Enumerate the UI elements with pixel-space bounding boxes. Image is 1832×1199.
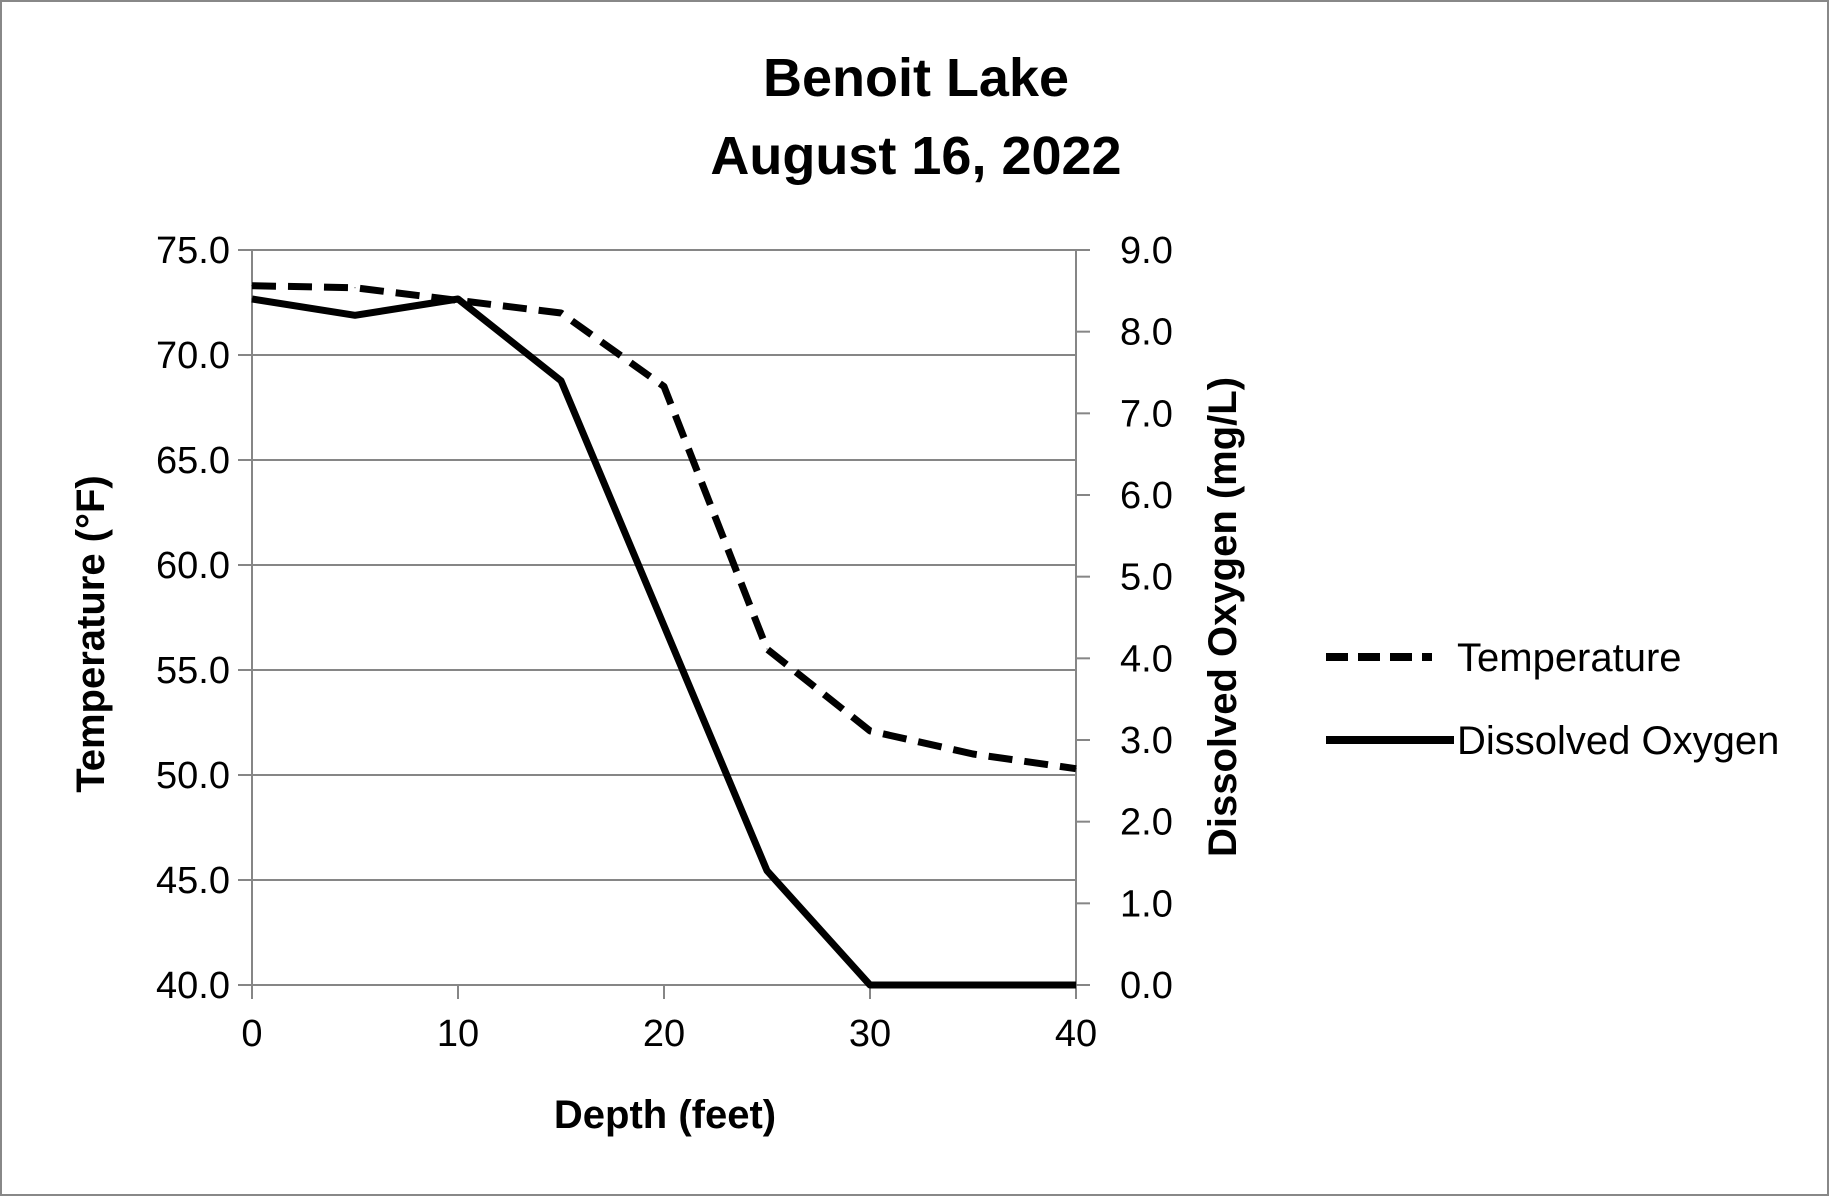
data-point-temperature-1 [354, 287, 356, 289]
chart-title-line-1: Benoit Lake [763, 48, 1069, 108]
y-left-tick-label-1: 45.0 [156, 860, 230, 902]
y-right-tick-label-6: 6.0 [1120, 475, 1173, 517]
gridlines [252, 249, 1076, 881]
x-tick-label-2: 20 [643, 1013, 685, 1055]
y-right-tick-label-4: 4.0 [1120, 638, 1173, 680]
y-axis-title-right: Dissolved Oxygen (mg/L) [1201, 377, 1245, 857]
x-tick-label-0: 0 [241, 1013, 262, 1055]
data-point-dissolved-oxygen-4 [663, 625, 665, 627]
series-lines [251, 282, 1077, 989]
data-point-dissolved-oxygen-5 [766, 870, 768, 872]
y-right-tick-label-8: 8.0 [1120, 312, 1173, 354]
data-point-dissolved-oxygen-1 [354, 314, 356, 316]
y-right-tick-label-5: 5.0 [1120, 557, 1173, 599]
data-point-dissolved-oxygen-3 [560, 380, 562, 382]
x-tick-label-1: 10 [437, 1013, 479, 1055]
y-left-tick-label-0: 40.0 [156, 965, 230, 1007]
legend-label-dissolved-oxygen: Dissolved Oxygen [1457, 719, 1779, 763]
data-point-dissolved-oxygen-0 [251, 298, 253, 300]
data-point-temperature-4 [663, 386, 665, 387]
tick-labels: 40.0 45.0 50.0 55.0 60.0 65.0 70.0 75.0 0.0 1.0 2.… [156, 230, 1173, 1055]
data-point-dissolved-oxygen-2 [457, 298, 459, 300]
x-tick-label-3: 30 [849, 1013, 891, 1055]
series-line-dissolved-oxygen [251, 295, 1076, 989]
y-left-tick-label-3: 55.0 [156, 650, 230, 692]
y-right-tick-label-2: 2.0 [1120, 802, 1173, 844]
data-point-dissolved-oxygen-8 [1075, 984, 1077, 986]
legend: Temperature Dissolved Oxygen [1326, 636, 1779, 763]
series-line-temperature [251, 282, 1077, 773]
y-left-tick-label-5: 65.0 [156, 440, 230, 482]
data-point-temperature-8 [1075, 768, 1077, 770]
legend-label-temperature: Temperature [1457, 636, 1682, 680]
data-point-temperature-0 [251, 285, 253, 287]
y-right-tick-label-0: 0.0 [1120, 965, 1173, 1007]
x-axis-title: Depth (feet) [554, 1093, 776, 1137]
x-tick-label-4: 40 [1055, 1013, 1097, 1055]
y-right-tick-label-3: 3.0 [1120, 720, 1173, 762]
chart-title-line-2: August 16, 2022 [710, 126, 1121, 186]
y-axis-title-left: Temperature (°F) [69, 475, 113, 793]
y-left-tick-label-7: 75.0 [156, 230, 230, 272]
data-point-dissolved-oxygen-6 [869, 984, 871, 986]
data-point-temperature-6 [869, 730, 871, 732]
y-left-tick-label-6: 70.0 [156, 335, 230, 377]
y-left-tick-label-2: 50.0 [156, 755, 230, 797]
data-point-temperature-5 [766, 648, 768, 650]
data-point-dissolved-oxygen-7 [972, 984, 974, 986]
y-left-tick-label-4: 60.0 [156, 545, 230, 587]
data-point-temperature-3 [560, 312, 562, 314]
y-right-tick-label-1: 1.0 [1120, 883, 1173, 925]
y-right-tick-label-9: 9.0 [1120, 230, 1173, 272]
data-point-temperature-7 [972, 753, 974, 755]
y-right-tick-label-7: 7.0 [1120, 393, 1173, 435]
